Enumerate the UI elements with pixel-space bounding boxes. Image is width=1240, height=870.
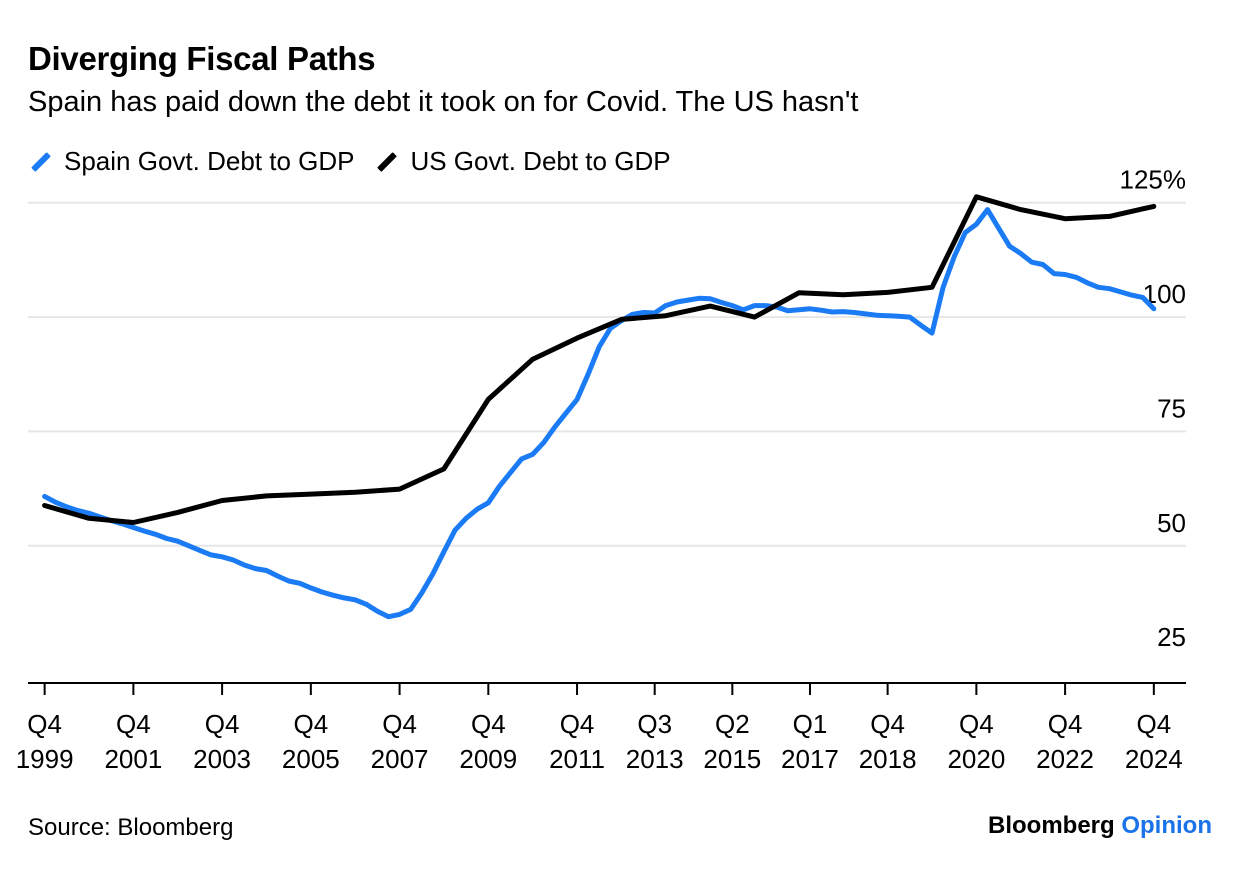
x-tick-label-year: 2003 (193, 744, 251, 774)
x-tick-label-year: 2005 (282, 744, 340, 774)
x-tick-label-quarter: Q4 (959, 709, 994, 739)
x-tick-label-year: 1999 (16, 744, 74, 774)
x-tick-label-quarter: Q4 (205, 709, 240, 739)
y-tick-label: 25 (1157, 622, 1186, 652)
legend-item-spain: Spain Govt. Debt to GDP (30, 146, 354, 177)
x-tick-label-year: 2022 (1036, 744, 1094, 774)
y-tick-label: 50 (1157, 508, 1186, 538)
legend-label-spain: Spain Govt. Debt to GDP (64, 146, 355, 176)
x-tick-label-quarter: Q4 (294, 709, 329, 739)
x-tick-label-year: 2007 (371, 744, 429, 774)
series-lines (42, 194, 1157, 620)
x-axis: Q4 1999 Q4 2001 Q4 2003 Q4 2005 Q4 2007 Q4 2009 Q4 20… (16, 682, 1186, 774)
x-tick-label-quarter: Q4 (382, 709, 417, 739)
x-tick-label-quarter: Q3 (637, 709, 672, 739)
x-tick-label-quarter: Q4 (560, 709, 595, 739)
x-tick-label-year: 2013 (626, 744, 684, 774)
gridlines (28, 201, 1186, 547)
legend-label-us: US Govt. Debt to GDP (410, 146, 671, 176)
x-tick-label-quarter: Q4 (471, 709, 506, 739)
x-tick-label-year: 2018 (859, 744, 917, 774)
x-tick-label-year: 2024 (1125, 744, 1183, 774)
legend-item-us: US Govt. Debt to GDP (376, 146, 671, 177)
x-tick-label-quarter: Q4 (116, 709, 151, 739)
chart-title: Diverging Fiscal Paths (28, 40, 376, 77)
x-tick-label-quarter: Q1 (793, 709, 828, 739)
x-tick-label-quarter: Q4 (1048, 709, 1083, 739)
legend: Spain Govt. Debt to GDP US Govt. Debt to… (30, 146, 693, 177)
chart-subtitle: Spain has paid down the debt it took on … (28, 86, 859, 118)
series-line-spain (42, 207, 1157, 620)
x-tick-label-quarter: Q4 (870, 709, 905, 739)
y-tick-label: 75 (1157, 393, 1186, 423)
brand-accent: Opinion (1121, 812, 1212, 839)
brand-logo: Bloomberg Opinion (988, 812, 1212, 840)
x-tick-label-quarter: Q2 (715, 709, 750, 739)
x-tick-label-year: 2009 (459, 744, 517, 774)
x-tick-label-year: 2001 (104, 744, 162, 774)
x-tick-label-year: 2015 (703, 744, 761, 774)
source-note: Source: Bloomberg (28, 814, 234, 841)
brand-main: Bloomberg (988, 812, 1115, 839)
y-tick-label: 125% (1120, 165, 1187, 195)
x-tick-label-year: 2017 (781, 744, 839, 774)
x-tick-label-year: 2011 (549, 744, 605, 774)
series-line-us (42, 194, 1157, 525)
x-tick-label-quarter: Q4 (1136, 709, 1171, 739)
x-tick-label-year: 2020 (947, 744, 1005, 774)
x-tick-label-quarter: Q4 (27, 709, 62, 739)
